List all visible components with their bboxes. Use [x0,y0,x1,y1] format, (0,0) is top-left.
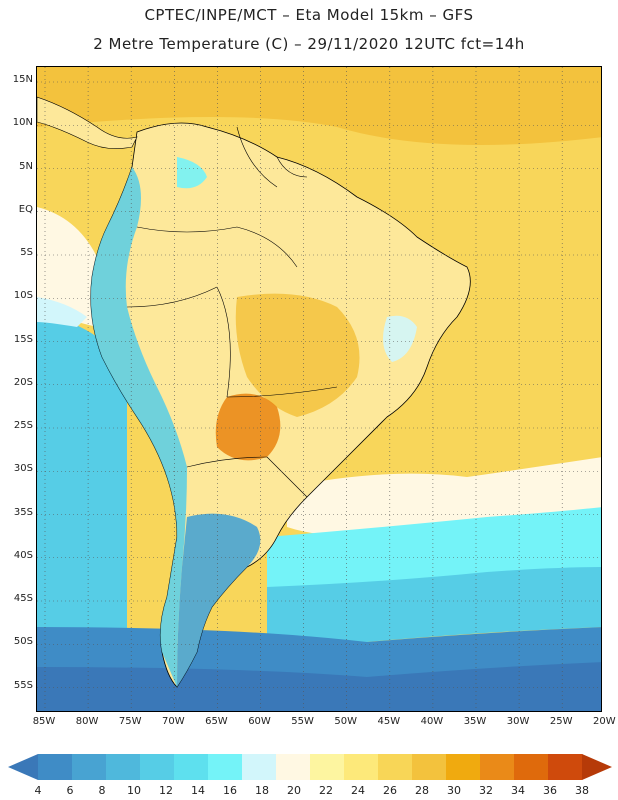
lon-tick-label: 25W [549,716,573,727]
lon-tick-label: 20W [592,716,616,727]
atlantic-colder-band [267,567,601,645]
colorbar-tick-label: 16 [223,784,237,797]
colorbar-segment [378,754,413,780]
colorbar-tick-label: 28 [415,784,429,797]
lat-tick-label: 45S [13,593,33,604]
lon-tick-label: 60W [248,716,271,727]
lon-tick-label: 65W [205,716,228,727]
cold-pacific-band [37,312,127,711]
colorbar-segment [72,754,107,780]
colorbar-min-arrow [8,754,38,780]
colorbar-tick-label: 36 [543,784,557,797]
map-canvas [37,67,601,711]
lat-tick-label: 30S [13,463,33,475]
lat-tick-label: 15N [12,74,33,85]
country-borders [126,126,338,498]
colorbar-segment [38,754,73,780]
lat-tick-label: 5S [20,247,33,258]
lon-tick-label: 70W [161,716,185,727]
lon-tick-label: 55W [291,716,314,727]
lon-tick-label: 80W [75,716,99,727]
colorbar-tick-label: 34 [511,784,525,797]
colorbar-tick-label: 4 [34,784,42,797]
colorbar-tick-label: 38 [575,784,589,797]
lat-tick-label: 10N [12,117,33,129]
lat-tick-label: 15S [13,333,33,345]
hot-chaco-region [215,393,281,461]
chart-title-line-1: CPTEC/INPE/MCT – Eta Model 15km – GFS [144,6,474,24]
colorbar-segment [174,754,209,780]
venezuela-cool-spot [177,157,207,189]
chart-title-line-2: 2 Metre Temperature (C) – 29/11/2020 12U… [93,35,525,53]
colorbar-tick-label: 10 [127,784,141,797]
temperature-map[interactable] [36,66,602,712]
lat-tick-label: 50S [13,636,33,648]
cool-pacific-equator-band [37,207,97,327]
pacific-transition-band [37,297,87,327]
colorbar-tick-label: 18 [255,784,269,797]
colorbar-segment [480,754,515,780]
lon-tick-label: 30W [506,716,530,727]
colorbar-tick-label: 32 [479,784,493,797]
lat-tick-label: 10S [13,290,33,302]
colorbar-segment [276,754,311,780]
lon-tick-label: 50W [334,716,357,727]
lat-tick-label: 20S [13,376,33,388]
colorbar-segment [140,754,175,780]
lat-tick-label: EQ [18,203,33,215]
lat-tick-label: 35S [13,506,33,518]
lat-tick-label: 40S [13,549,33,561]
colorbar-tick-label: 14 [191,784,205,797]
colorbar-segment [412,754,447,780]
colorbar-segment [514,754,549,780]
colorbar-tick-label: 26 [383,784,397,797]
colorbar-tick-label: 6 [66,784,74,797]
andes-cold-belt [90,167,187,687]
warm-interior-region [235,293,360,417]
lat-tick-label: 55S [13,679,33,691]
colorbar-segment [446,754,481,780]
lon-tick-label: 45W [377,716,401,727]
lon-tick-label: 85W [32,716,56,727]
colorbar-tick-label: 20 [287,784,301,797]
colorbar-tick-label: 24 [351,784,365,797]
lat-tick-label: 5N [19,160,33,172]
lon-tick-label: 35W [463,716,487,727]
colorbar [8,754,612,780]
patagonia-cold-region [177,513,261,687]
colorbar-segment [242,754,277,780]
central-america-landmass [37,96,138,149]
colorbar-tick-label: 12 [159,784,173,797]
colorbar-segment [548,754,583,780]
lon-tick-label: 75W [118,716,142,727]
colorbar-segment [310,754,345,780]
colorbar-tick-label: 8 [98,784,106,797]
atlantic-cold-band [267,507,601,590]
colorbar-segment [106,754,141,780]
highlands-cool-spot [383,315,417,362]
hot-ocean-band-north [37,67,601,145]
colorbar-segment [208,754,243,780]
lat-tick-label: 25S [13,420,33,431]
colorbar-tick-label: 30 [447,784,461,797]
colorbar-segment [344,754,379,780]
colorbar-tick-label: 22 [319,784,333,797]
lon-tick-label: 40W [420,716,444,727]
colorbar-max-arrow [582,754,612,780]
